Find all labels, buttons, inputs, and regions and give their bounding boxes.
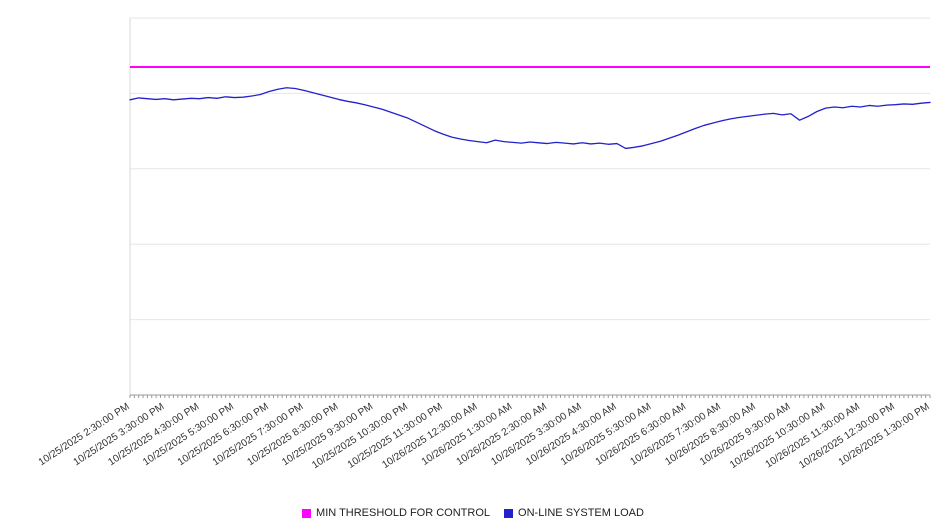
legend-item-online-system-load[interactable]: ON-LINE SYSTEM LOAD bbox=[504, 507, 644, 519]
chart-legend: MIN THRESHOLD FOR CONTROL ON-LINE SYSTEM… bbox=[0, 507, 946, 519]
min-threshold-swatch-icon bbox=[302, 508, 312, 518]
legend-item-min-threshold[interactable]: MIN THRESHOLD FOR CONTROL bbox=[302, 507, 490, 519]
online-system-load-legend-label: ON-LINE SYSTEM LOAD bbox=[518, 507, 644, 519]
online-system-load-swatch-icon bbox=[504, 508, 514, 518]
min-threshold-legend-label: MIN THRESHOLD FOR CONTROL bbox=[316, 507, 491, 519]
chart-area: 10/25/2025 2:30:00 PM 10/25/2025 3:30:00 … bbox=[37, 17, 932, 471]
